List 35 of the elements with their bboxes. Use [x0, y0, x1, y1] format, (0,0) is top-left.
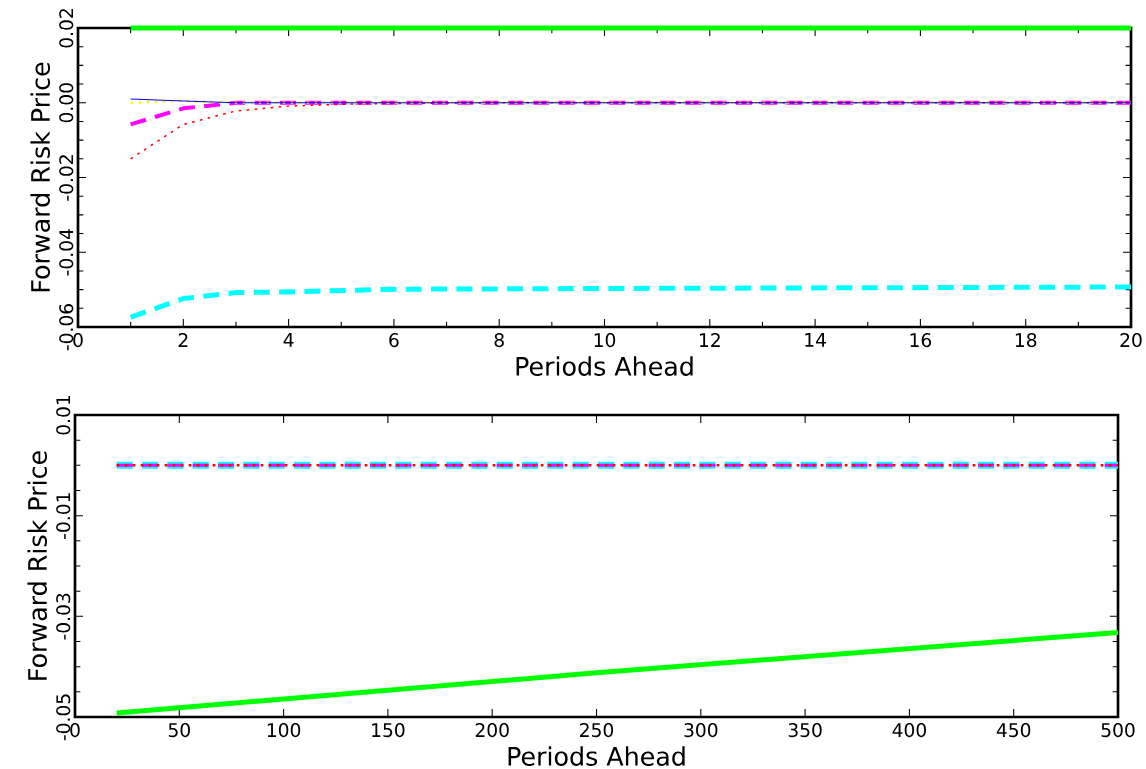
x-tick-label: 250 [580, 723, 614, 738]
y-axis-title: Forward Risk Price [27, 451, 48, 680]
x-axis-title: Periods Ahead [508, 746, 685, 766]
x-tick-label: 350 [788, 723, 822, 738]
x-tick-label: 4 [283, 333, 294, 347]
x-tick-label: 450 [996, 723, 1031, 738]
x-tick-label: 10 [594, 333, 616, 348]
x-tick-label: 16 [910, 333, 932, 348]
y-tick-label: -0.01 [56, 493, 71, 539]
x-tick-label: 20 [1120, 333, 1142, 348]
x-axis-title: Periods Ahead [516, 356, 693, 376]
x-tick-label: 200 [475, 723, 509, 738]
x-tick-label: 6 [389, 333, 399, 348]
y-tick-label: -0.04 [59, 229, 74, 276]
x-tick-label: 100 [267, 723, 301, 738]
y-tick-label: -0.06 [59, 304, 74, 351]
x-tick-label: 0 [70, 723, 80, 738]
y-axis-title: Forward Risk Price [30, 62, 51, 292]
y-tick-label: 0.01 [56, 395, 71, 435]
x-tick-label: 150 [372, 723, 405, 738]
y-tick-label: -0.03 [56, 593, 71, 640]
y-tick-label: 0.00 [59, 83, 74, 123]
x-tick-label: 400 [892, 723, 926, 738]
x-tick-label: 14 [805, 333, 826, 347]
x-tick-label: 18 [1015, 333, 1037, 348]
y-tick-label: 0.02 [59, 9, 74, 48]
x-tick-label: 8 [494, 333, 504, 348]
x-tick-label: 12 [699, 333, 720, 347]
x-tick-label: 50 [168, 723, 190, 738]
y-tick-label: -0.02 [59, 155, 74, 201]
x-tick-label: 300 [684, 723, 718, 738]
x-tick-label: 0 [73, 333, 83, 348]
y-tick-label: -0.05 [56, 694, 71, 741]
x-tick-label: 500 [1101, 723, 1135, 738]
x-tick-label: 2 [178, 333, 188, 347]
